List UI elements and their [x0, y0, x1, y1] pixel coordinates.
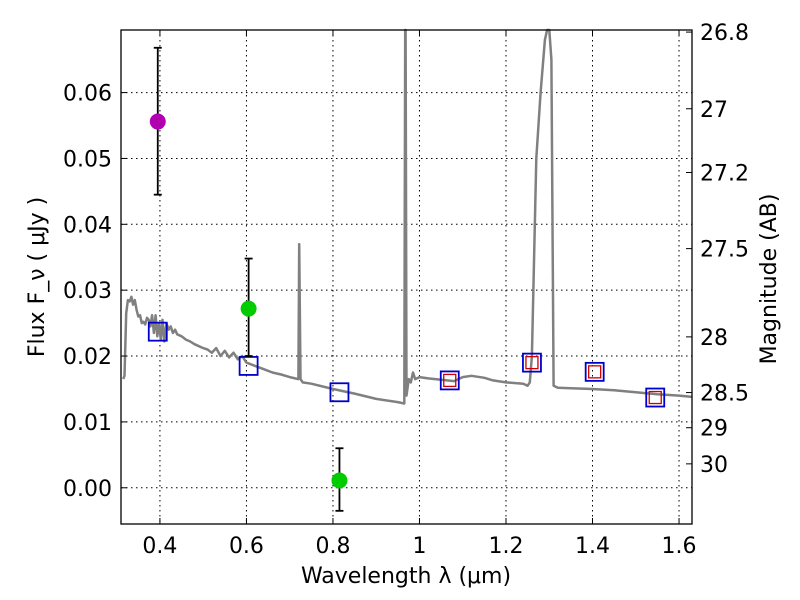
y-tick-label: 0.04: [63, 213, 112, 238]
x-tick-label: 1: [412, 534, 426, 559]
model-photometry-square: [439, 370, 460, 391]
magnitude-tick-label: 27.2: [700, 162, 749, 187]
y-axis-title: Flux F_ν ( μJy ): [25, 197, 50, 357]
observed-flux-point: [331, 472, 348, 489]
x-tick-label: 0.4: [142, 534, 177, 559]
x-axis-ticks: 0.4 0.6 0.8 1 1.2 1.4 1.6: [142, 30, 697, 559]
y-tick-label: 0.05: [63, 147, 112, 172]
magnitude-tick-label: 30: [700, 453, 728, 478]
observed-fit-square: [648, 390, 662, 405]
x-tick-label: 1.6: [662, 534, 697, 559]
model-photometry-square: [147, 321, 168, 342]
y-axis-ticks: 0.00 0.01 0.02 0.03 0.04 0.05 0.06: [63, 82, 127, 502]
x-tick-label: 1.2: [488, 534, 523, 559]
plot-frame: [120, 29, 693, 525]
x-tick-label: 0.8: [315, 534, 350, 559]
observed-fit-square: [525, 355, 539, 370]
magnitude-axis-ticks: 26.8 27 27.2 27.5 28 28.5 29 30: [686, 21, 749, 478]
magnitude-axis-title: Magnitude (AB): [757, 194, 782, 365]
model-photometry-square: [645, 387, 666, 408]
magnitude-tick-label: 28: [700, 326, 728, 351]
model-photometry-square: [522, 352, 542, 373]
y-tick-label: 0.00: [63, 477, 112, 502]
model-photometry-square: [584, 361, 605, 382]
magnitude-tick-label: 27.5: [700, 238, 749, 263]
y-tick-label: 0.06: [63, 82, 112, 107]
magnitude-tick-label: 26.8: [700, 21, 749, 46]
magnitude-tick-label: 27: [700, 98, 728, 123]
observed-fit-square: [588, 365, 602, 379]
observed-flux-point: [149, 113, 166, 130]
magnitude-tick-label: 28.5: [700, 382, 749, 407]
observed-flux-point: [240, 300, 257, 317]
x-tick-label: 1.4: [575, 534, 610, 559]
magnitude-tick-label: 29: [700, 417, 728, 442]
x-tick-label: 0.6: [229, 534, 264, 559]
model-photometry-square: [329, 382, 350, 403]
data-marks: [147, 46, 666, 512]
y-tick-label: 0.02: [63, 345, 112, 370]
y-tick-label: 0.01: [63, 411, 112, 436]
y-tick-label: 0.03: [63, 279, 112, 304]
observed-fit-square: [443, 373, 457, 388]
x-axis-title: Wavelength λ (μm): [301, 564, 511, 589]
